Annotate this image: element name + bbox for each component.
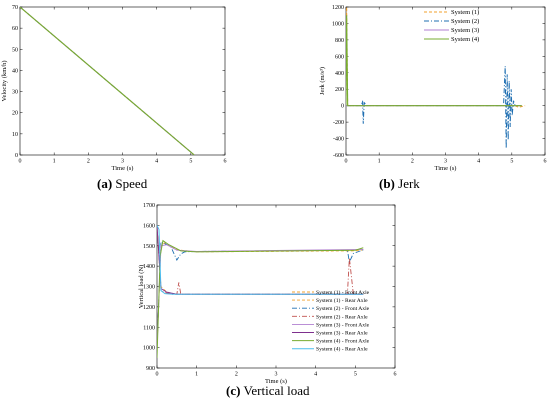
chart-vertical_load: 0 1 2 3 4 5 6 900 1000 1100 1200 1300 1400 1500 1600 17…	[138, 203, 397, 385]
speed-x-tick-label: 4	[155, 159, 158, 165]
speed-y-tick-label: 50	[12, 47, 18, 53]
caption-vertical-load-letter: (c)	[226, 383, 241, 398]
jerk-x-tick-label: 1	[378, 159, 381, 165]
speed-x-tick-label: 5	[189, 159, 192, 165]
caption-vertical-load-text: Vertical load	[240, 383, 310, 398]
caption-speed-letter: (a)	[97, 176, 113, 191]
vertical_load-plot-frame	[156, 204, 396, 369]
vertical_load-legend-label: System (4) - Rear Axle	[316, 346, 368, 353]
caption-vertical-load: (c) Vertical load	[226, 383, 310, 399]
jerk-y-tick-label: -200	[333, 120, 344, 126]
caption-jerk-text: Jerk	[394, 176, 420, 191]
caption-jerk: (b) Jerk	[379, 176, 420, 192]
jerk-y-tick-label: 400	[335, 71, 344, 77]
jerk-x-tick-label: 4	[477, 159, 480, 165]
jerk-legend-label: System (4)	[451, 36, 479, 43]
vertical_load-y-tick-label: 1100	[143, 325, 155, 331]
vertical_load-y-tick-label: 1700	[143, 203, 155, 209]
vertical_load-legend-label: System (2) - Front Axle	[316, 305, 370, 312]
vertical_load-x-tick-label: 6	[394, 372, 397, 378]
speed-y-tick-label: 30	[12, 90, 18, 96]
jerk-y-tick-label: 600	[335, 54, 344, 60]
speed-y-tick-label: 10	[12, 132, 18, 138]
jerk-y-tick-label: 800	[335, 38, 344, 44]
vertical_load-x-tick-label: 4	[314, 372, 317, 378]
vertical_load-legend-label: System (4) - Front Axle	[316, 338, 370, 345]
speed-y-axis-label: Velocity (km/h)	[1, 61, 8, 102]
caption-speed-text: Speed	[112, 176, 148, 191]
jerk-y-tick-label: -400	[333, 137, 344, 143]
speed-y-tick-label: 60	[12, 26, 18, 32]
vertical_load-x-tick-label: 1	[195, 372, 198, 378]
speed-series-line	[20, 7, 195, 155]
vertical_load-y-tick-label: 1000	[143, 346, 155, 352]
jerk-x-axis-label: Time (s)	[435, 165, 457, 172]
vertical_load-y-tick-label: 1500	[143, 244, 155, 250]
vertical_load-series-group	[157, 225, 364, 358]
jerk-legend-label: System (2)	[451, 18, 479, 25]
speed-x-tick-label: 0	[19, 159, 22, 165]
vertical_load-y-tick-label: 900	[146, 366, 155, 372]
jerk-x-tick-label: 0	[345, 159, 348, 165]
speed-x-tick-label: 1	[53, 159, 56, 165]
speed-y-tick-label: 40	[12, 68, 18, 74]
jerk-y-tick-label: -600	[333, 153, 344, 159]
speed-y-tick-label: 20	[12, 111, 18, 117]
jerk-legend-label: System (1)	[451, 9, 479, 16]
jerk-legend-label: System (3)	[451, 27, 479, 34]
jerk-y-tick-label: 1200	[332, 5, 344, 11]
jerk-x-tick-label: 3	[444, 159, 447, 165]
chart-jerk: 0 1 2 3 4 5 6 -600 -400 -200 0 200 400 600 800 1000 1200…	[319, 5, 547, 172]
jerk-y-tick-label: 0	[341, 104, 344, 110]
jerk-plot-frame	[345, 6, 546, 156]
speed-x-tick-label: 6	[224, 159, 227, 165]
speed-series-group	[20, 7, 195, 155]
jerk-series-line	[346, 66, 519, 149]
vertical_load-legend-label: System (3) - Rear Axle	[316, 330, 368, 337]
jerk-x-tick-label: 2	[411, 159, 414, 165]
vertical_load-y-tick-label: 1600	[143, 223, 155, 229]
jerk-series-group	[346, 7, 526, 149]
jerk-x-tick-label: 5	[510, 159, 513, 165]
vertical_load-legend-label: System (1) - Front Axle	[316, 289, 370, 296]
jerk-series-line	[346, 15, 522, 107]
jerk-y-tick-label: 1000	[332, 21, 344, 27]
caption-speed: (a) Speed	[97, 176, 147, 192]
jerk-x-tick-label: 6	[544, 159, 547, 165]
vertical_load-x-tick-label: 2	[235, 372, 238, 378]
vertical_load-y-tick-label: 1300	[143, 285, 155, 291]
vertical_load-series-line	[157, 240, 364, 348]
vertical_load-y-tick-label: 1400	[143, 264, 155, 270]
vertical_load-legend-label: System (3) - Front Axle	[316, 321, 370, 328]
speed-plot-frame	[19, 6, 226, 156]
vertical_load-legend-label: System (1) - Rear Axle	[316, 297, 368, 304]
vertical_load-x-tick-label: 3	[275, 372, 278, 378]
speed-y-tick-label: 0	[15, 153, 18, 159]
speed-x-axis-label: Time (s)	[112, 165, 134, 172]
jerk-y-axis-label: Jerk (m/s³)	[319, 67, 326, 95]
vertical_load-series-line	[157, 225, 364, 295]
vertical_load-x-tick-label: 5	[354, 372, 357, 378]
vertical_load-x-axis-label: Time (s)	[265, 378, 287, 385]
jerk-y-tick-label: 200	[335, 87, 344, 93]
speed-x-tick-label: 3	[121, 159, 124, 165]
vertical_load-series-line	[157, 239, 364, 358]
speed-x-tick-label: 2	[87, 159, 90, 165]
vertical_load-y-axis-label: Vertical load (N)	[138, 265, 145, 309]
speed-y-tick-label: 70	[12, 5, 18, 11]
vertical_load-legend-label: System (2) - Rear Axle	[316, 313, 368, 320]
vertical_load-series-line	[157, 225, 364, 295]
vertical_load-x-tick-label: 0	[156, 372, 159, 378]
caption-jerk-letter: (b)	[379, 176, 395, 191]
vertical_load-y-tick-label: 1200	[143, 305, 155, 311]
jerk-legend: System (1) System (2) System (3) System (4)	[424, 9, 479, 43]
